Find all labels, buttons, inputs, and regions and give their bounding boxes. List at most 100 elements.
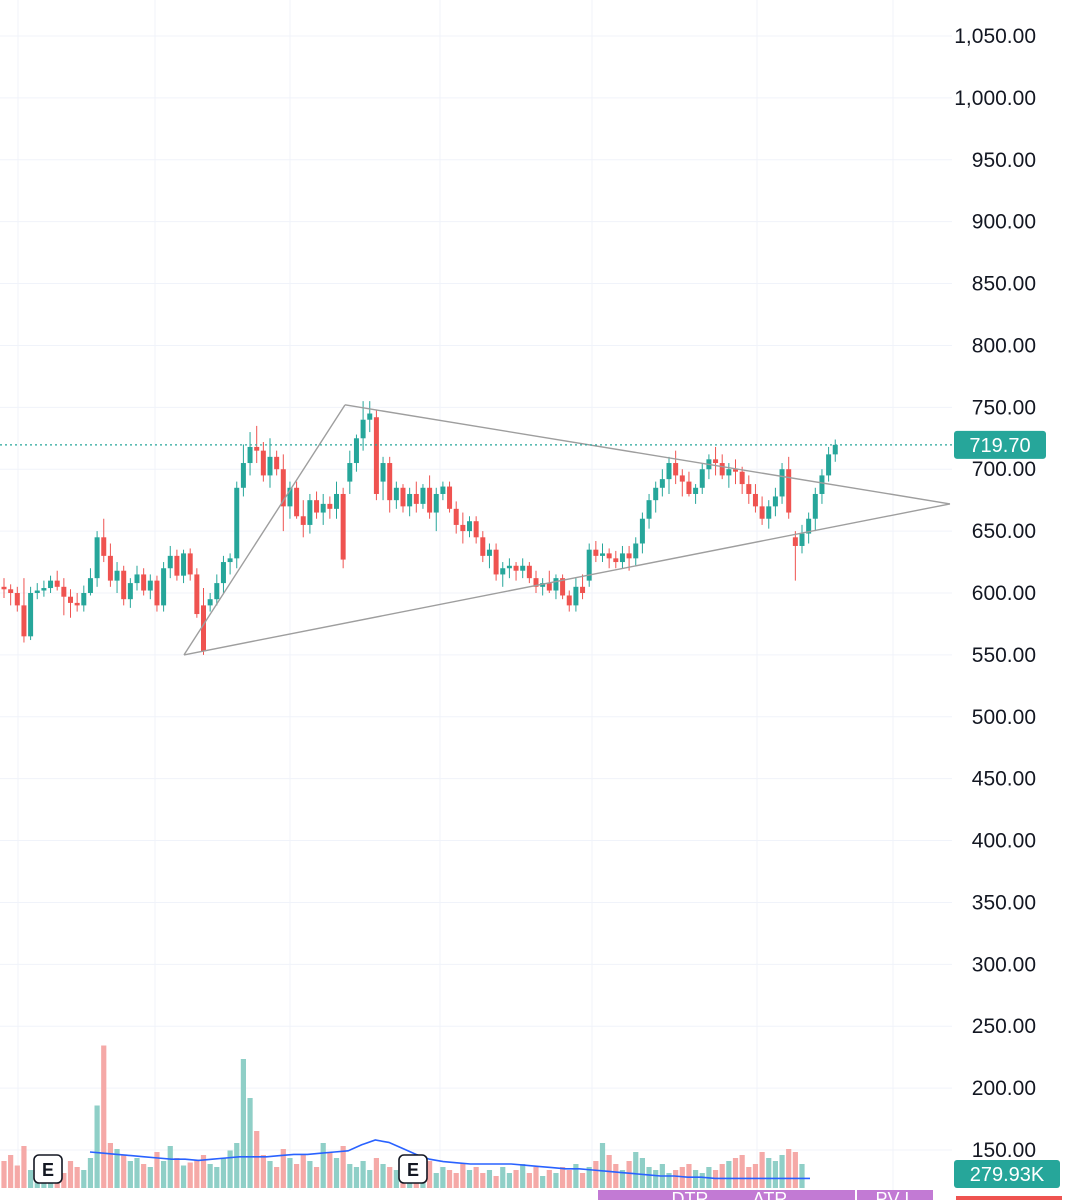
candle-body xyxy=(214,583,220,600)
volume-bar xyxy=(619,1170,626,1188)
candle-body xyxy=(826,454,832,476)
volume-bar xyxy=(300,1155,306,1188)
volume-bar xyxy=(254,1131,260,1188)
price-tick-label: 400.00 xyxy=(972,830,1036,853)
volume-bar xyxy=(752,1164,759,1188)
indicator-tab-pvl[interactable]: PV L xyxy=(857,1189,933,1200)
candle-body xyxy=(766,506,772,519)
candle-body xyxy=(659,479,665,488)
candle-body xyxy=(87,578,93,593)
candle-body xyxy=(500,568,506,575)
candle-body xyxy=(772,496,778,507)
volume-bar xyxy=(313,1167,320,1188)
tab-label: ATR xyxy=(753,1189,788,1200)
last-price-badge: 719.70 xyxy=(954,430,1046,459)
candle-body xyxy=(420,487,426,504)
candle-body xyxy=(639,518,645,544)
candle-body xyxy=(679,475,685,482)
candle-body xyxy=(646,500,652,519)
volume-bar xyxy=(579,1173,586,1188)
candlestick-series xyxy=(1,401,838,655)
candle-body xyxy=(21,605,27,637)
candle-body xyxy=(513,565,519,571)
volume-bar xyxy=(234,1143,240,1188)
volume-bar xyxy=(693,1170,699,1188)
candle-body xyxy=(314,500,320,513)
candle-body xyxy=(121,570,127,600)
volume-bar xyxy=(699,1173,705,1188)
volume-bar xyxy=(446,1170,453,1188)
trendline[interactable] xyxy=(183,503,951,656)
candle-body xyxy=(240,463,246,488)
price-tick-label: 550.00 xyxy=(972,644,1036,667)
candle-body xyxy=(134,574,140,584)
volume-bar xyxy=(87,1158,94,1188)
candle-body xyxy=(8,589,14,593)
volume-bar xyxy=(320,1143,326,1188)
earnings-event-label: E xyxy=(42,1160,54,1180)
candle-body xyxy=(586,549,592,581)
volume-bar xyxy=(799,1164,805,1188)
triangle-trendlines[interactable] xyxy=(183,404,951,656)
candle-body xyxy=(1,586,7,590)
candle-body xyxy=(280,469,286,507)
volume-bar xyxy=(280,1149,286,1188)
candle-body xyxy=(553,578,559,591)
candle-body xyxy=(580,586,586,593)
candle-body xyxy=(600,553,605,556)
volume-bar xyxy=(573,1164,579,1188)
candle-body xyxy=(719,463,725,476)
indicator-tab-dtr-atr[interactable]: DTR ATR xyxy=(598,1189,855,1200)
candle-body xyxy=(726,469,732,476)
volume-bar xyxy=(586,1167,592,1188)
candle-body xyxy=(447,486,453,509)
candle-body xyxy=(68,596,73,603)
volume-bar xyxy=(772,1161,778,1188)
volume-bar xyxy=(466,1170,473,1188)
trendline[interactable] xyxy=(183,404,346,656)
candle-body xyxy=(573,586,579,606)
volume-bar xyxy=(639,1158,645,1188)
candle-body xyxy=(247,446,253,464)
price-axis[interactable]: 1,050.00 1,000.00 950.00 900.00 850.00 800.00… xyxy=(954,25,1036,1162)
candle-body xyxy=(147,580,153,591)
volume-bar xyxy=(453,1173,459,1188)
volume-bar xyxy=(227,1150,233,1188)
volume-bar xyxy=(387,1167,393,1188)
candle-body xyxy=(799,533,805,546)
candle-body xyxy=(812,493,818,519)
volume-bar xyxy=(207,1164,213,1188)
trendline[interactable] xyxy=(344,404,951,505)
volume-badge: 279.93K xyxy=(954,1160,1060,1188)
volume-bar xyxy=(759,1152,765,1188)
volume-bar xyxy=(440,1167,446,1188)
earnings-event-marker[interactable]: E xyxy=(33,1154,63,1184)
price-tick-label: 450.00 xyxy=(972,768,1036,791)
volume-bar xyxy=(167,1146,173,1188)
candle-body xyxy=(387,463,393,501)
earnings-event-marker[interactable]: E xyxy=(398,1154,428,1184)
volume-bar xyxy=(732,1158,739,1188)
indicator-tabs[interactable]: DTR ATR PV L xyxy=(598,1189,1062,1200)
volume-bar xyxy=(154,1152,160,1188)
candle-body xyxy=(593,549,599,556)
candle-body xyxy=(779,469,785,497)
volume-bar xyxy=(593,1161,599,1188)
volume-bar xyxy=(500,1167,506,1188)
candle-body xyxy=(307,500,313,525)
candle-body xyxy=(174,555,180,576)
volume-bar xyxy=(686,1164,692,1188)
candle-body xyxy=(746,484,752,494)
price-tick-label: 650.00 xyxy=(972,520,1036,543)
volume-bar xyxy=(121,1155,127,1188)
volume-bar xyxy=(566,1170,572,1188)
candle-body xyxy=(413,493,419,504)
candle-body xyxy=(786,469,792,513)
volume-bar xyxy=(61,1173,67,1188)
candle-body xyxy=(14,593,20,606)
price-tick-label: 850.00 xyxy=(972,273,1036,296)
candle-body xyxy=(107,555,113,581)
volume-bar xyxy=(1,1161,7,1188)
